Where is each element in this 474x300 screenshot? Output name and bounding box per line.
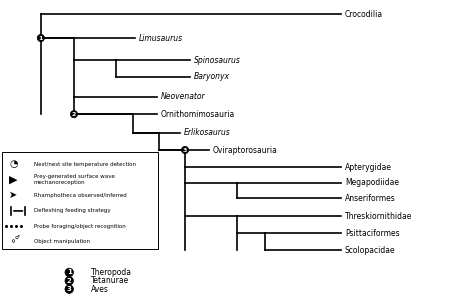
Text: Ornithomimosauria: Ornithomimosauria <box>160 110 235 119</box>
Text: Probe foraging/object recognition: Probe foraging/object recognition <box>34 224 126 229</box>
Text: Nest/nest site temperature detection: Nest/nest site temperature detection <box>34 162 136 167</box>
Text: Aves: Aves <box>91 285 109 294</box>
Text: Theropoda: Theropoda <box>91 268 131 277</box>
Text: 2: 2 <box>72 112 76 117</box>
Text: Crocodilia: Crocodilia <box>345 10 383 19</box>
Text: ➤: ➤ <box>9 190 18 200</box>
Text: Scolopacidae: Scolopacidae <box>345 245 395 254</box>
Text: Threskiornithidae: Threskiornithidae <box>345 212 412 221</box>
Text: ◔: ◔ <box>9 159 18 169</box>
Text: Object manipulation: Object manipulation <box>34 239 90 244</box>
Text: ⚬: ⚬ <box>10 238 17 247</box>
FancyBboxPatch shape <box>1 152 158 249</box>
Text: Oviraptorosauria: Oviraptorosauria <box>212 146 277 154</box>
Text: Erlikosaurus: Erlikosaurus <box>184 128 231 137</box>
Text: Apterygidae: Apterygidae <box>345 163 392 172</box>
Text: 1: 1 <box>67 269 72 275</box>
Text: Defleshing feeding strategy: Defleshing feeding strategy <box>34 208 110 213</box>
Text: ▶: ▶ <box>9 175 18 185</box>
Text: 2: 2 <box>67 278 72 284</box>
Text: 3: 3 <box>183 148 187 152</box>
Text: Limusaurus: Limusaurus <box>139 34 183 43</box>
Text: 1: 1 <box>39 35 43 40</box>
Text: Prey-generated surface wave
mechanoreception: Prey-generated surface wave mechanorecep… <box>34 175 115 185</box>
Text: Baryonyx: Baryonyx <box>193 72 229 81</box>
Text: Psittaciformes: Psittaciformes <box>345 229 400 238</box>
Text: Megapodiidae: Megapodiidae <box>345 178 399 187</box>
Text: 3: 3 <box>67 286 72 292</box>
Text: Spinosaurus: Spinosaurus <box>193 56 240 65</box>
Text: ♂: ♂ <box>15 235 20 240</box>
Text: Rhamphotheca observed/inferred: Rhamphotheca observed/inferred <box>34 193 127 198</box>
Text: Anseriformes: Anseriformes <box>345 194 395 203</box>
Text: Neovenator: Neovenator <box>160 92 205 101</box>
Text: Tetanurae: Tetanurae <box>91 276 129 285</box>
